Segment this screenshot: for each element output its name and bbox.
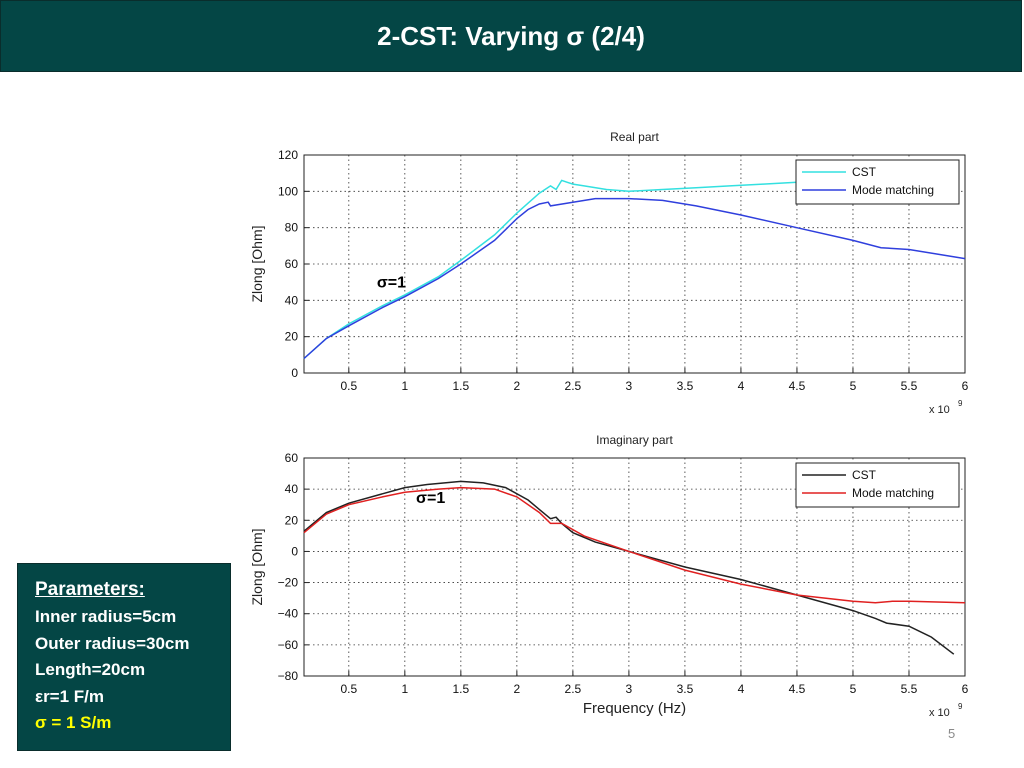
x-multiplier-exponent: 9 <box>958 702 963 711</box>
y-tick-label: 60 <box>285 451 299 465</box>
chart-title: Imaginary part <box>596 433 673 447</box>
param-inner-radius: Inner radius=5cm <box>35 607 177 626</box>
x-tick-label: 3.5 <box>677 379 694 393</box>
x-tick-label: 2 <box>514 379 521 393</box>
annotation-sigma: σ=1 <box>416 490 445 507</box>
x-tick-label: 3 <box>626 682 633 696</box>
legend-box <box>795 462 960 508</box>
param-permittivity: εr=1 F/m <box>35 686 105 706</box>
y-axis-label: Zlong [Ohm] <box>249 225 265 302</box>
slide-title: 2-CST: Varying σ (2/4) <box>377 21 645 51</box>
y-tick-label: 20 <box>285 513 299 527</box>
y-tick-label: 60 <box>285 257 299 271</box>
series-line-mode-matching <box>303 197 966 360</box>
x-tick-label: 4.5 <box>789 682 806 696</box>
axes-frame <box>303 457 966 677</box>
series-line-mode-matching <box>303 486 966 604</box>
y-tick-label: 100 <box>278 184 298 198</box>
x-tick-label: 0.5 <box>340 379 357 393</box>
legend-label: Mode matching <box>852 486 934 500</box>
x-tick-label: 4.5 <box>789 379 806 393</box>
y-tick-label: −60 <box>278 638 299 652</box>
x-tick-label: 5 <box>850 682 857 696</box>
y-tick-label: 40 <box>285 293 299 307</box>
imaginary-part-chart: 0.5 1 1.5 2 2.5 3 3.5 4 4.5 5 5.5 6 −80 −60 −40 −20 0 20 4… <box>249 433 969 719</box>
y-tick-label: 0 <box>291 366 298 380</box>
x-tick-label: 6 <box>962 379 969 393</box>
x-multiplier-exponent: 9 <box>958 399 963 408</box>
series-line-cst <box>303 179 809 360</box>
y-tick-label: 120 <box>278 148 298 162</box>
x-tick-label: 4 <box>738 682 745 696</box>
param-outer-radius: Outer radius=30cm <box>35 633 190 653</box>
y-tick-label: 80 <box>285 221 299 235</box>
x-tick-label: 1 <box>401 379 408 393</box>
x-tick-label: 1.5 <box>453 682 470 696</box>
y-tick-label: 40 <box>285 482 299 496</box>
title-bar: 2-CST: Varying σ (2/4) <box>0 0 1022 72</box>
x-tick-label: 2.5 <box>565 682 582 696</box>
series-line-cst <box>303 480 955 655</box>
y-tick-label: −80 <box>278 669 299 683</box>
real-part-chart: 0.5 1 1.5 2 2.5 3 3.5 4 4.5 5 5.5 6020406080100120R… <box>249 130 969 416</box>
legend-label: CST <box>852 165 877 179</box>
x-tick-label: 5.5 <box>901 682 918 696</box>
legend-label: Mode matching <box>852 183 934 197</box>
x-tick-label: 0.5 <box>340 682 357 696</box>
x-multiplier-label: x 10 <box>929 404 950 416</box>
parameters-box: Parameters: Inner radius=5cm Outer radiu… <box>17 563 231 751</box>
x-tick-label: 2.5 <box>565 379 582 393</box>
y-tick-label: −20 <box>278 576 299 590</box>
x-tick-label: 3.5 <box>677 682 694 696</box>
y-axis-label: Zlong [Ohm] <box>249 528 265 605</box>
x-tick-label: 1 <box>401 682 408 696</box>
y-tick-label: −40 <box>278 607 299 621</box>
y-tick-label: 20 <box>285 330 299 344</box>
legend-label: CST <box>852 468 877 482</box>
x-tick-label: 2 <box>514 682 521 696</box>
param-length: Length=20cm <box>35 660 146 679</box>
parameters-heading: Parameters: <box>35 579 145 600</box>
x-tick-label: 6 <box>962 682 969 696</box>
annotation-sigma: σ=1 <box>377 275 406 292</box>
y-tick-label: 0 <box>291 544 298 558</box>
slide-number: 5 <box>948 726 956 741</box>
x-tick-label: 1.5 <box>453 379 470 393</box>
x-multiplier-label: x 10 <box>929 707 950 719</box>
chart-title: Real part <box>610 130 659 144</box>
legend-box <box>795 159 960 205</box>
x-axis-label: Frequency (Hz) <box>583 700 686 717</box>
param-conductivity: σ = 1 S/m <box>35 713 112 732</box>
x-tick-label: 3 <box>626 379 633 393</box>
x-tick-label: 4 <box>738 379 745 393</box>
x-tick-label: 5 <box>850 379 857 393</box>
x-tick-label: 5.5 <box>901 379 918 393</box>
